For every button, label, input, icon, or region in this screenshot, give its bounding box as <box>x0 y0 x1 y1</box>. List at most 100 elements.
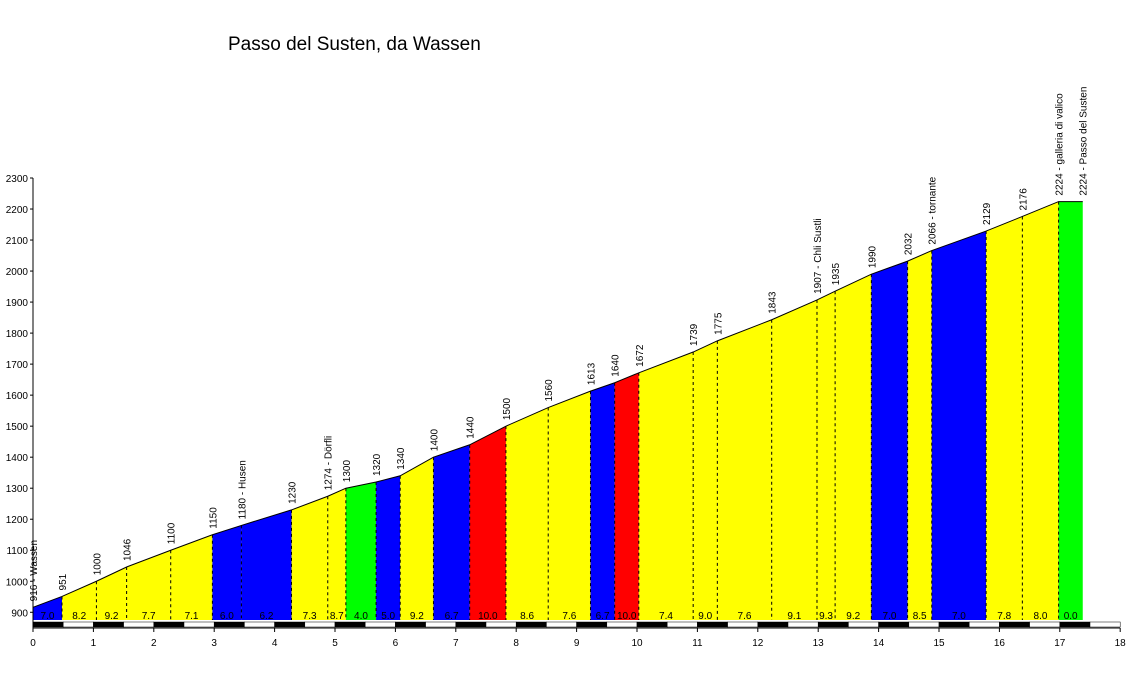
grade-labels: 7.0 8.2 9.2 7.7 7.1 6.0 6.2 7.3 8.7 4.0 5.0 9.2 6.7 1… <box>41 611 1079 622</box>
km-bar-segment <box>666 621 698 628</box>
km-bar-segment <box>787 621 819 628</box>
segment-fill <box>212 525 242 620</box>
segment-fill <box>345 481 377 620</box>
altitude-label: 1640 <box>611 354 622 377</box>
grade-label: 7.1 <box>185 611 199 622</box>
km-bar-segment <box>636 621 668 628</box>
x-tick-label: 17 <box>1054 638 1066 649</box>
km-bar-segment <box>848 621 879 628</box>
km-bar-segment <box>999 621 1030 628</box>
altitude-label: 1739 <box>689 323 700 346</box>
x-tick-label: 7 <box>453 638 459 649</box>
altitude-label: 1274 - Dörfli <box>324 436 335 490</box>
segment-fill <box>469 426 506 620</box>
x-tick-label: 16 <box>994 638 1006 649</box>
x-tick-label: 2 <box>151 638 157 649</box>
altitude-label: 1935 <box>831 263 842 286</box>
x-axis: 0 1 2 3 4 5 6 7 8 9 10 11 12 13 14 15 16 17 18 <box>30 627 1127 649</box>
segment-fill <box>907 250 932 621</box>
grade-label: 8.5 <box>913 611 927 622</box>
altitude-labels: 916 - Wassen 951 1000 1046 1100 1150 1180 - Hu… <box>29 87 1090 602</box>
grade-label: 6.0 <box>220 611 234 622</box>
grade-label: 8.0 <box>1034 611 1048 622</box>
y-tick-label: 1300 <box>6 484 29 495</box>
segment-fill <box>96 566 127 620</box>
x-tick-label: 18 <box>1115 638 1127 649</box>
y-tick-label: 2000 <box>6 267 29 278</box>
altitude-label: 951 <box>58 573 69 590</box>
x-tick-label: 9 <box>574 638 580 649</box>
altitude-label: 1046 <box>123 538 134 561</box>
segment-fill <box>126 550 171 620</box>
grade-label: 9.2 <box>105 611 119 622</box>
km-bar-segment <box>304 621 336 628</box>
segment-fill <box>590 382 615 620</box>
segment-fill <box>400 457 434 620</box>
x-tick-label: 3 <box>211 638 217 649</box>
y-tick-label: 1800 <box>6 329 29 340</box>
km-bar-segment <box>606 621 638 628</box>
km-bar-segment <box>515 621 547 628</box>
km-bar-segment <box>244 621 275 628</box>
altitude-label: 1672 <box>635 344 646 367</box>
km-bar-segment <box>425 621 457 628</box>
segment-fill <box>835 274 872 620</box>
segment-fill <box>638 352 694 620</box>
grade-label: 8.6 <box>520 611 534 622</box>
grade-label: 6.2 <box>259 611 273 622</box>
segment-fill <box>505 407 549 620</box>
altitude-label: 1775 <box>713 312 724 335</box>
grade-label: 9.2 <box>846 611 860 622</box>
grade-label: 7.4 <box>659 611 673 622</box>
y-tick-label: 900 <box>11 608 28 619</box>
altitude-label: 1340 <box>396 447 407 470</box>
segment-fill <box>931 231 987 621</box>
y-tick-label: 2100 <box>6 236 29 247</box>
km-bar-segment <box>485 621 517 628</box>
km-bar-segment <box>62 621 94 628</box>
grade-label: 6.7 <box>445 611 459 622</box>
km-bar-segment <box>938 621 970 628</box>
y-tick-label: 1600 <box>6 391 29 402</box>
altitude-label: 2224 - galleria di valico <box>1055 93 1066 196</box>
grade-label: 7.3 <box>303 611 317 622</box>
grade-label: 6.7 <box>596 611 610 622</box>
grade-label: 8.2 <box>72 611 86 622</box>
km-bar-segment <box>32 621 64 628</box>
segment-fill <box>433 444 470 620</box>
km-bar-segment <box>908 621 940 628</box>
altitude-label: 1320 <box>372 453 383 476</box>
segment-fill <box>33 596 62 620</box>
grade-label: 7.0 <box>952 611 966 622</box>
km-bar-segment <box>183 621 215 628</box>
x-tick-label: 8 <box>513 638 519 649</box>
segment-fill <box>241 509 292 620</box>
altitude-label: 916 - Wassen <box>29 540 40 601</box>
km-scale-bar <box>32 621 1121 628</box>
grade-label: 9.1 <box>787 611 801 622</box>
y-tick-label: 1100 <box>6 546 28 557</box>
km-bar-segment <box>334 621 366 628</box>
altitude-label: 1500 <box>502 397 513 420</box>
km-bar-segment <box>123 621 155 628</box>
segment-fill <box>614 372 639 620</box>
altitude-label: 1400 <box>429 428 440 451</box>
segment-fill <box>291 496 328 620</box>
altitude-label: 1000 <box>92 553 103 576</box>
x-tick-label: 13 <box>813 638 825 649</box>
km-bar-segment <box>93 621 124 628</box>
chart-title: Passo del Susten, da Wassen <box>228 34 481 55</box>
km-bar-segment <box>817 621 849 628</box>
x-tick-label: 10 <box>631 638 643 649</box>
altitude-label: 2032 <box>904 232 915 255</box>
x-tick-label: 1 <box>91 638 97 649</box>
y-axis: 900 1000 1100 1200 1300 1400 1500 1600 1700 1800 1… <box>6 174 34 628</box>
altitude-label: 1440 <box>466 416 477 439</box>
grade-label: 8.7 <box>330 611 344 622</box>
km-bar-segment <box>213 621 245 628</box>
grade-label: 10.0 <box>478 611 498 622</box>
x-tick-label: 11 <box>692 638 703 649</box>
x-tick-label: 15 <box>933 638 945 649</box>
altitude-label: 1990 <box>867 245 878 268</box>
